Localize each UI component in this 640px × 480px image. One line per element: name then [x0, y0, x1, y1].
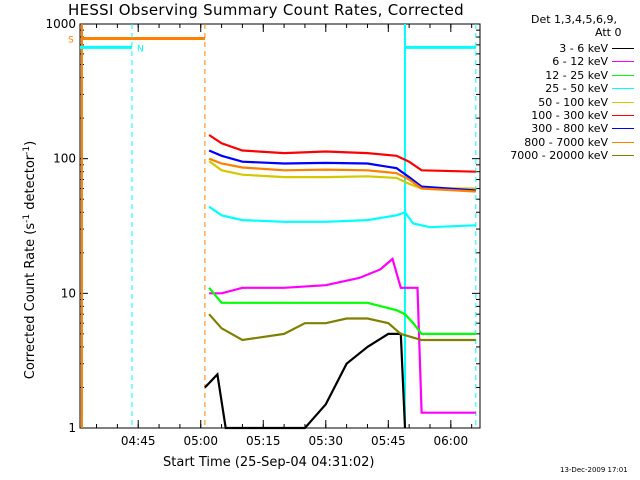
- legend-swatch: [612, 141, 634, 143]
- legend-label: 3 - 6 keV: [559, 42, 608, 55]
- legend-label: 300 - 800 keV: [531, 122, 608, 136]
- detector-list: Det 1,3,4,5,6,9,: [531, 13, 618, 26]
- legend-entry: 3 - 6 keV: [478, 42, 638, 55]
- series-line-2: [208, 287, 476, 335]
- y-tick-label: 1000: [45, 17, 76, 31]
- legend-swatch: [612, 61, 634, 63]
- y-tick-label: 10: [61, 286, 76, 300]
- x-tick-label: 04:45: [121, 434, 156, 448]
- legend-entry: 300 - 800 keV: [478, 122, 638, 135]
- legend-label: 25 - 50 keV: [545, 82, 608, 96]
- legend-label: 50 - 100 keV: [538, 95, 608, 109]
- legend-label: 100 - 300 keV: [531, 108, 608, 122]
- series-line-1: [209, 257, 476, 414]
- series-line-4: [208, 160, 476, 190]
- legend-swatch: [612, 74, 634, 76]
- legend: 3 - 6 keV 6 - 12 keV 12 - 25 keV 25 - 50 ke…: [478, 42, 638, 163]
- attenuator-state: Att 0: [595, 26, 622, 39]
- y-tick-label: 100: [53, 152, 76, 166]
- legend-swatch: [612, 101, 634, 103]
- legend-swatch: [612, 114, 634, 116]
- legend-entry: 6 - 12 keV: [478, 55, 638, 68]
- series-line-0: [204, 332, 407, 430]
- legend-swatch: [612, 88, 634, 90]
- x-tick-label: 05:00: [183, 434, 218, 448]
- legend-entry: 50 - 100 keV: [478, 96, 638, 109]
- x-tick-label: 06:00: [434, 434, 469, 448]
- chart-title: HESSI Observing Summary Count Rates, Cor…: [68, 1, 464, 19]
- legend-swatch: [612, 155, 634, 157]
- x-axis-label: Start Time (25-Sep-04 04:31:02): [163, 455, 375, 470]
- legend-swatch: [612, 128, 634, 130]
- y-axis-label: Corrected Count Rate (s-1 detector-1): [21, 140, 39, 380]
- legend-entry: 800 - 7000 keV: [478, 136, 638, 149]
- legend-entry: 25 - 50 keV: [478, 82, 638, 95]
- legend-label: 800 - 7000 keV: [524, 135, 608, 149]
- legend-label: 12 - 25 keV: [545, 68, 608, 82]
- series-line-5: [208, 134, 476, 173]
- x-tick-label: 05:45: [371, 434, 406, 448]
- legend-entry: 100 - 300 keV: [478, 109, 638, 122]
- series-line-7: [208, 157, 476, 193]
- legend-label: 7000 - 20000 keV: [510, 149, 608, 163]
- saa-label: S: [68, 36, 74, 46]
- x-tick-label: 05:30: [308, 434, 343, 448]
- legend-label: 6 - 12 keV: [552, 55, 608, 69]
- legend-swatch: [612, 48, 634, 49]
- series-line-6: [208, 149, 476, 192]
- series-line-3: [208, 205, 476, 229]
- x-tick-label: 05:15: [246, 434, 281, 448]
- generation-timestamp: 13-Dec-2009 17:01: [560, 466, 628, 474]
- legend-entry: 7000 - 20000 keV: [478, 149, 638, 162]
- y-tick-label: 1: [68, 421, 76, 435]
- legend-entry: 12 - 25 keV: [478, 69, 638, 82]
- night-label: N: [137, 44, 144, 54]
- series-line-8: [208, 313, 476, 342]
